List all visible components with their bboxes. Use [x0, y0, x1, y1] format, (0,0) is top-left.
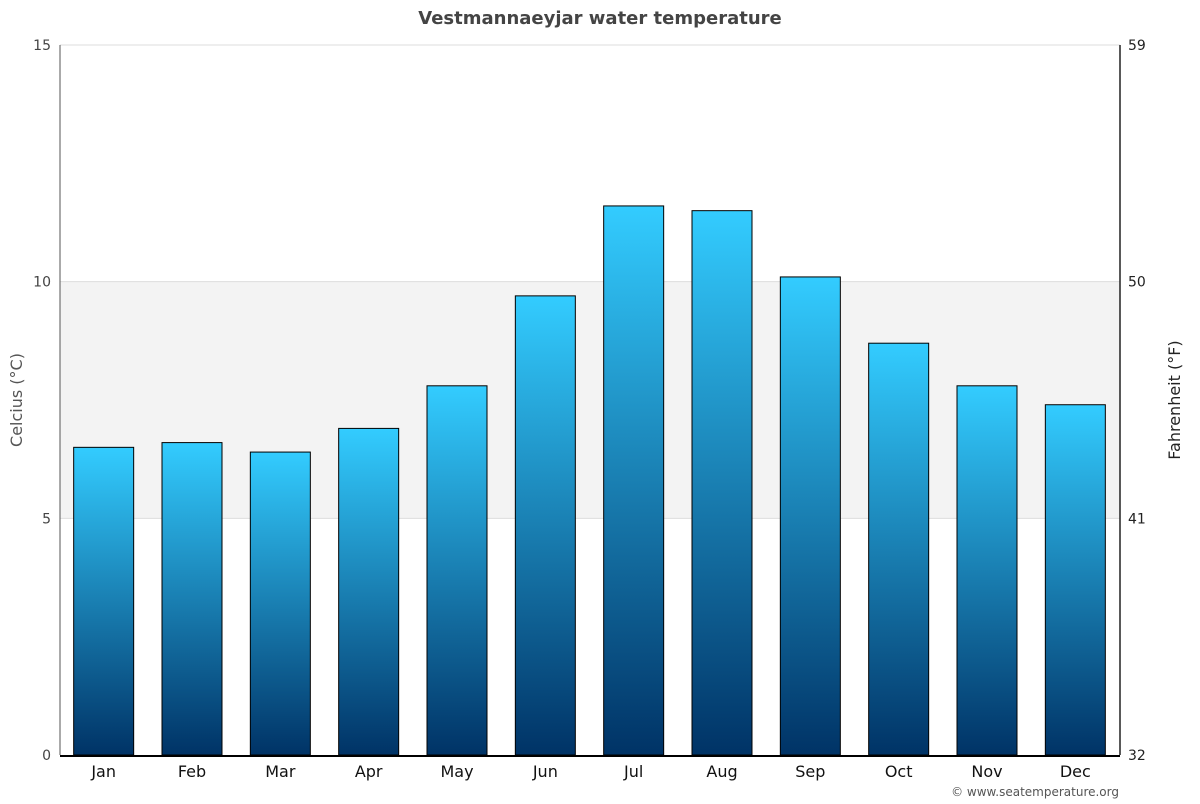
bar-dec[interactable] — [1044, 404, 1106, 756]
highlight-band — [60, 281, 1120, 519]
y-tick-label-right: 41 — [1128, 511, 1146, 527]
x-tick-label: Jun — [532, 762, 558, 781]
bar-jun[interactable] — [514, 295, 576, 756]
bar-nov[interactable] — [956, 385, 1018, 756]
x-tick-label: Jan — [90, 762, 116, 781]
x-tick-label: Apr — [355, 762, 383, 781]
y-axis-label-right: Fahrenheit (°F) — [1165, 340, 1184, 459]
y-tick-label-left: 5 — [42, 511, 51, 527]
x-tick-label: Sep — [795, 762, 825, 781]
bar-apr[interactable] — [338, 427, 400, 756]
x-tick-label: Feb — [178, 762, 206, 781]
y-tick-label-right: 50 — [1128, 275, 1146, 291]
bar-aug[interactable] — [691, 210, 753, 756]
bar-oct[interactable] — [868, 342, 930, 756]
x-tick-label: May — [440, 762, 473, 781]
y-tick-label-right: 32 — [1128, 748, 1146, 764]
bar-sep[interactable] — [779, 276, 841, 756]
x-tick-label: Dec — [1060, 762, 1091, 781]
y-tick-label-right: 59 — [1128, 38, 1146, 54]
bar-mar[interactable] — [249, 451, 311, 756]
bar-feb[interactable] — [161, 442, 223, 756]
x-tick-label: Aug — [706, 762, 737, 781]
y-tick-label-left: 0 — [42, 748, 51, 764]
x-tick-label: Jul — [623, 762, 643, 781]
y-axis-label-left: Celcius (°C) — [7, 353, 26, 447]
bar-jul[interactable] — [603, 205, 665, 756]
x-tick-label: Oct — [885, 762, 913, 781]
bar-may[interactable] — [426, 385, 488, 756]
bar-jan[interactable] — [73, 446, 135, 756]
y-tick-label-left: 10 — [33, 275, 51, 291]
chart-title: Vestmannaeyjar water temperature — [418, 8, 781, 29]
y-tick-label-left: 15 — [33, 38, 51, 54]
x-tick-label: Mar — [265, 762, 296, 781]
x-tick-label: Nov — [971, 762, 1002, 781]
footer-credit[interactable]: © www.seatemperature.org — [951, 785, 1119, 799]
